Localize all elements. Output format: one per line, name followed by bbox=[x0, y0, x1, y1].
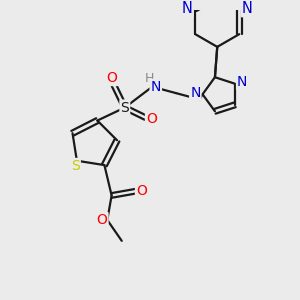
Text: N: N bbox=[190, 86, 200, 100]
Text: N: N bbox=[237, 75, 247, 89]
Text: O: O bbox=[97, 213, 107, 227]
Text: S: S bbox=[71, 159, 80, 173]
Text: N: N bbox=[151, 80, 161, 94]
Text: O: O bbox=[146, 112, 157, 126]
Text: S: S bbox=[120, 100, 129, 115]
Text: O: O bbox=[106, 71, 117, 85]
Text: N: N bbox=[242, 1, 253, 16]
Text: O: O bbox=[136, 184, 147, 198]
Text: N: N bbox=[182, 1, 193, 16]
Text: H: H bbox=[145, 72, 154, 85]
